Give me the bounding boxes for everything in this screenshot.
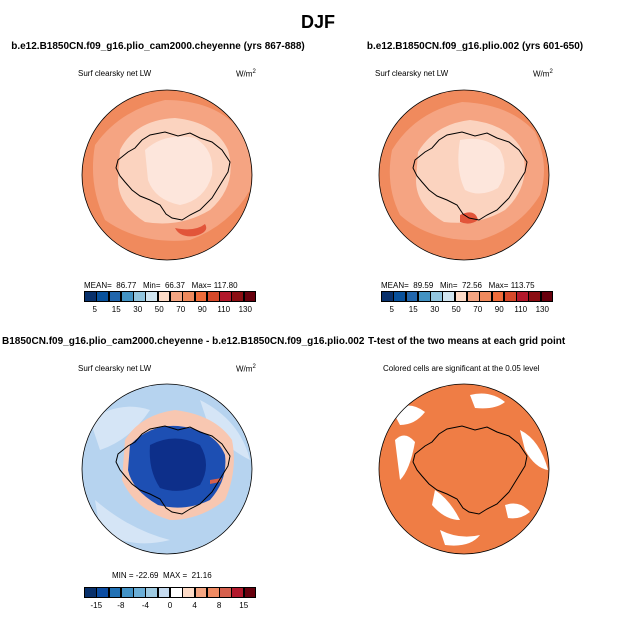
- colorbar-swatch: [120, 587, 134, 598]
- colorbar-tick-label: 5: [92, 305, 97, 314]
- colorbar-tick-label: -15: [90, 601, 103, 610]
- panel-3-colorbar: -15 -8 -4 0 4 8 15: [84, 587, 257, 613]
- panel-2-units: W/m2: [533, 69, 553, 79]
- colorbar-swatch: [417, 291, 431, 302]
- colorbar-tick-label: 110: [217, 305, 231, 314]
- colorbar-swatch: [516, 291, 529, 302]
- colorbar-swatch: [145, 587, 159, 598]
- colorbar-swatch: [243, 587, 257, 598]
- panel-1-variable-label: Surf clearsky net LW: [78, 69, 152, 78]
- panel-2-globe-outline: [378, 89, 550, 261]
- colorbar-tick-label: -8: [117, 601, 125, 610]
- panel-3-stats: MIN = -22.69 MAX = 21.16: [112, 571, 212, 580]
- colorbar-swatch: [528, 291, 542, 302]
- colorbar-tick-label: 110: [514, 305, 528, 314]
- colorbar-swatch: [194, 291, 208, 302]
- colorbar-tick-label: 50: [154, 305, 164, 314]
- colorbar-swatch: [84, 587, 97, 598]
- panel-4-coastline: [412, 425, 528, 515]
- colorbar-tick-label: 70: [473, 305, 483, 314]
- colorbar-tick-label: 90: [197, 305, 207, 314]
- colorbar-tick-label: 5: [389, 305, 394, 314]
- colorbar-swatch: [157, 587, 171, 598]
- colorbar-tick-label: 70: [176, 305, 186, 314]
- panel-3-field: [82, 384, 252, 554]
- colorbar-swatch: [182, 291, 196, 302]
- colorbar-swatch: [133, 291, 146, 302]
- colorbar-swatch: [243, 291, 257, 302]
- colorbar-tick-label: 15: [239, 601, 249, 610]
- panel-4-field: [379, 384, 549, 554]
- colorbar-swatch: [479, 291, 493, 302]
- colorbar-swatch: [108, 291, 122, 302]
- colorbar-swatch: [157, 291, 171, 302]
- colorbar-tick-label: 8: [216, 601, 222, 610]
- colorbar-swatch: [108, 587, 122, 598]
- colorbar-tick-label: 90: [494, 305, 504, 314]
- colorbar-tick-label: 0: [167, 601, 173, 610]
- panel-4-significance-note: Colored cells are significant at the 0.0…: [383, 364, 540, 373]
- panel-1-title: b.e12.B1850CN.f09_g16.plio_cam2000.cheye…: [11, 41, 305, 52]
- colorbar-swatch: [381, 291, 394, 302]
- panel-4-title: T-test of the two means at each grid poi…: [368, 336, 566, 347]
- colorbar-tick-label: 30: [430, 305, 440, 314]
- colorbar-swatch: [145, 291, 159, 302]
- colorbar-swatch: [206, 291, 220, 302]
- colorbar-tick-label: 130: [535, 305, 549, 314]
- colorbar-swatch: [540, 291, 554, 302]
- colorbar-swatch: [393, 291, 407, 302]
- colorbar-swatch: [219, 291, 232, 302]
- colorbar-swatch: [231, 291, 245, 302]
- colorbar-swatch: [96, 291, 110, 302]
- colorbar-swatch: [231, 587, 245, 598]
- colorbar-tick-label: 50: [451, 305, 461, 314]
- panel-1-colorbar: 5 15 30 50 70 90 110 130: [84, 291, 257, 317]
- panel-3-variable-label: Surf clearsky net LW: [78, 364, 152, 373]
- colorbar-tick-label: 15: [408, 305, 418, 314]
- panel-2-title: b.e12.B1850CN.f09_g16.plio.002 (yrs 601-…: [366, 41, 584, 52]
- panel-3-title: B1850CN.f09_g16.plio_cam2000.cheyenne - …: [2, 336, 365, 347]
- panel-2-variable-label: Surf clearsky net LW: [375, 69, 449, 78]
- colorbar-swatch: [182, 587, 196, 598]
- colorbar-swatch: [467, 291, 480, 302]
- figure-title: DJF: [300, 12, 335, 32]
- panel-2-coastline: [412, 131, 528, 221]
- panel-1-field: [82, 90, 252, 260]
- colorbar-swatch: [120, 291, 134, 302]
- colorbar-swatch: [206, 587, 220, 598]
- colorbar-swatch: [454, 291, 468, 302]
- colorbar-swatch: [170, 587, 183, 598]
- panel-1-units: W/m2: [236, 69, 256, 79]
- panel-2-stats: MEAN= 89.59 Min= 72.56 Max= 113.75: [381, 281, 535, 290]
- panel-3-units: W/m2: [236, 364, 256, 374]
- panel-2-colorbar: 5 15 30 50 70 90 110 130: [381, 291, 554, 317]
- colorbar-swatch: [219, 587, 232, 598]
- panel-1-stats: MEAN= 86.77 Min= 66.37 Max= 117.80: [84, 281, 238, 290]
- colorbar-swatch: [96, 587, 110, 598]
- colorbar-swatch: [194, 587, 208, 598]
- colorbar-tick-label: 130: [238, 305, 252, 314]
- panel-3-coastline: [115, 425, 231, 515]
- colorbar-swatch: [405, 291, 419, 302]
- panel-3-globe-outline: [81, 383, 253, 555]
- colorbar-swatch: [503, 291, 517, 302]
- colorbar-swatch: [84, 291, 97, 302]
- colorbar-tick-label: 15: [111, 305, 121, 314]
- colorbar-swatch: [170, 291, 183, 302]
- colorbar-swatch: [430, 291, 443, 302]
- panel-1-coastline: [115, 131, 231, 221]
- colorbar-tick-label: 4: [192, 601, 197, 610]
- colorbar-swatch: [442, 291, 456, 302]
- panel-1-globe-outline: [81, 89, 253, 261]
- colorbar-swatch: [133, 587, 146, 598]
- panel-4-globe-outline: [378, 383, 550, 555]
- colorbar-swatch: [491, 291, 505, 302]
- colorbar-tick-label: -4: [141, 601, 149, 610]
- panel-2-field: [379, 90, 549, 260]
- colorbar-tick-label: 30: [133, 305, 143, 314]
